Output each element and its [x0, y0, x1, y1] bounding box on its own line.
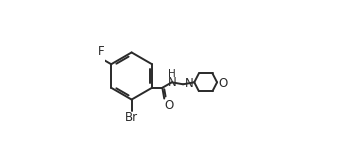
Text: N: N — [185, 77, 193, 90]
Text: Br: Br — [125, 111, 138, 124]
Text: H: H — [168, 69, 176, 79]
Text: N: N — [168, 76, 176, 89]
Text: O: O — [165, 99, 174, 112]
Text: F: F — [97, 45, 104, 58]
Text: O: O — [218, 77, 227, 90]
